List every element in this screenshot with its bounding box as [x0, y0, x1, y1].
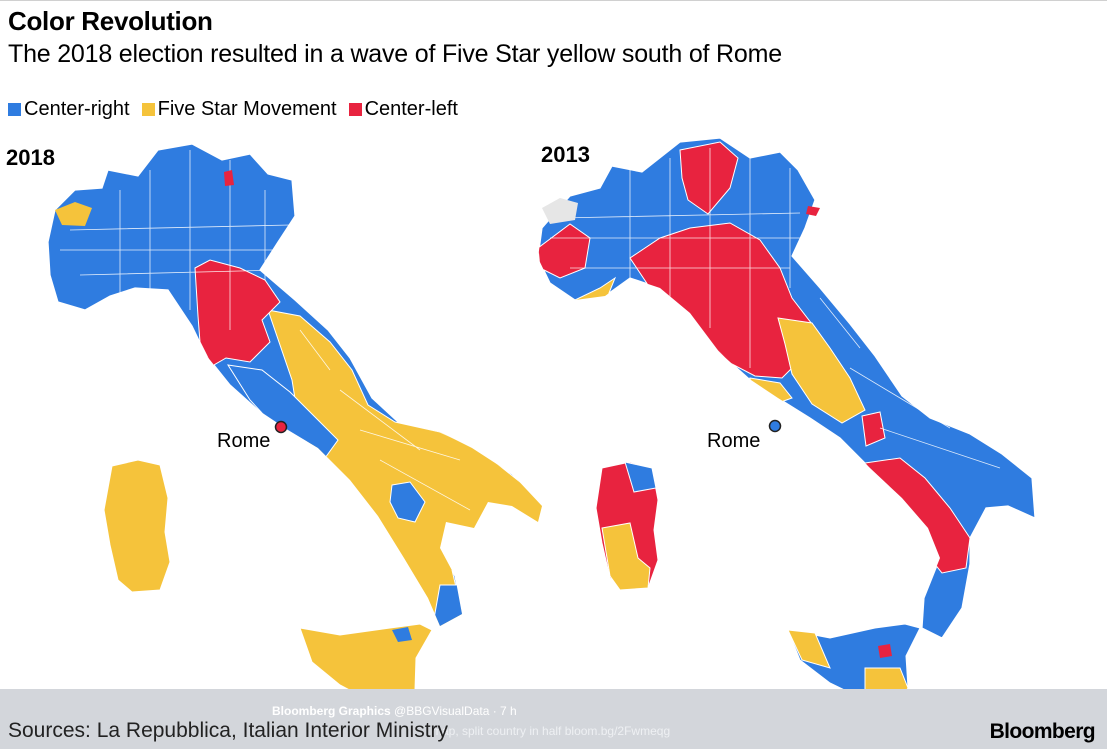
map-2013-sardinia-center-right: [624, 461, 657, 493]
legend-label-center-left: Center-left: [364, 98, 458, 120]
legend-swatch-center-right: [8, 103, 21, 116]
chart-title: Color Revolution: [8, 6, 213, 36]
map-2013-rome-marker: [768, 419, 782, 433]
tweet-text: map, split country in half bloom.bg/2Fwm…: [432, 724, 671, 738]
map-2018-rome-label: Rome: [217, 430, 271, 452]
map-2013-sicily-five-star: [787, 629, 831, 669]
chart-subtitle: The 2018 election resulted in a wave of …: [8, 40, 782, 68]
map-2013: [537, 137, 1036, 711]
legend: Center-right Five Star Movement Center-l…: [8, 98, 470, 121]
map-2013-adriatic-five-star: [777, 317, 866, 424]
map-2018-aosta: [55, 202, 92, 226]
tweet-account[interactable]: Bloomberg Graphics: [272, 704, 391, 718]
map-2013-rome-label: Rome: [707, 430, 761, 452]
legend-swatch-five-star: [141, 103, 155, 116]
legend-label-five-star: Five Star Movement: [157, 98, 337, 120]
map-2018-south-five-star: [267, 309, 542, 626]
map-2013-year-label: 2013: [541, 142, 590, 167]
sources-note: Sources: La Repubblica, Italian Interior…: [8, 719, 449, 742]
legend-swatch-center-left: [348, 103, 362, 116]
map-2018: [47, 143, 543, 713]
map-2018-year-label: 2018: [6, 145, 55, 170]
footer-overlay: [0, 689, 1107, 749]
map-2013-sardinia-five-star: [601, 522, 651, 591]
tweet-handle: @BBGVisualData · 7 h: [394, 704, 517, 718]
legend-item-center-right: Center-right: [8, 98, 130, 121]
map-2018-sicily-center-right: [392, 627, 412, 642]
map-2013-sicily-center-left: [878, 644, 892, 658]
legend-item-center-left: Center-left: [348, 98, 458, 121]
map-2013-friuli-center-left: [806, 206, 820, 216]
tweet-header: Bloomberg Graphics @BBGVisualData · 7 h: [272, 704, 517, 718]
map-2013-molise-center-left: [861, 411, 886, 447]
map-2018-sardinia: [103, 459, 171, 593]
map-2018-central-center-left: [194, 259, 281, 367]
top-rule: [0, 0, 1107, 1]
map-2018-north-center-left: [224, 170, 234, 186]
legend-label-center-right: Center-right: [24, 98, 130, 120]
map-2013-north-center-left: [679, 141, 739, 215]
map-2018-campania-center-right: [389, 481, 426, 523]
map-2013-aosta-other: [542, 198, 578, 224]
brand-logo: Bloomberg: [989, 720, 1096, 743]
legend-item-five-star: Five Star Movement: [141, 98, 337, 121]
map-2018-rome-marker: [274, 420, 288, 434]
